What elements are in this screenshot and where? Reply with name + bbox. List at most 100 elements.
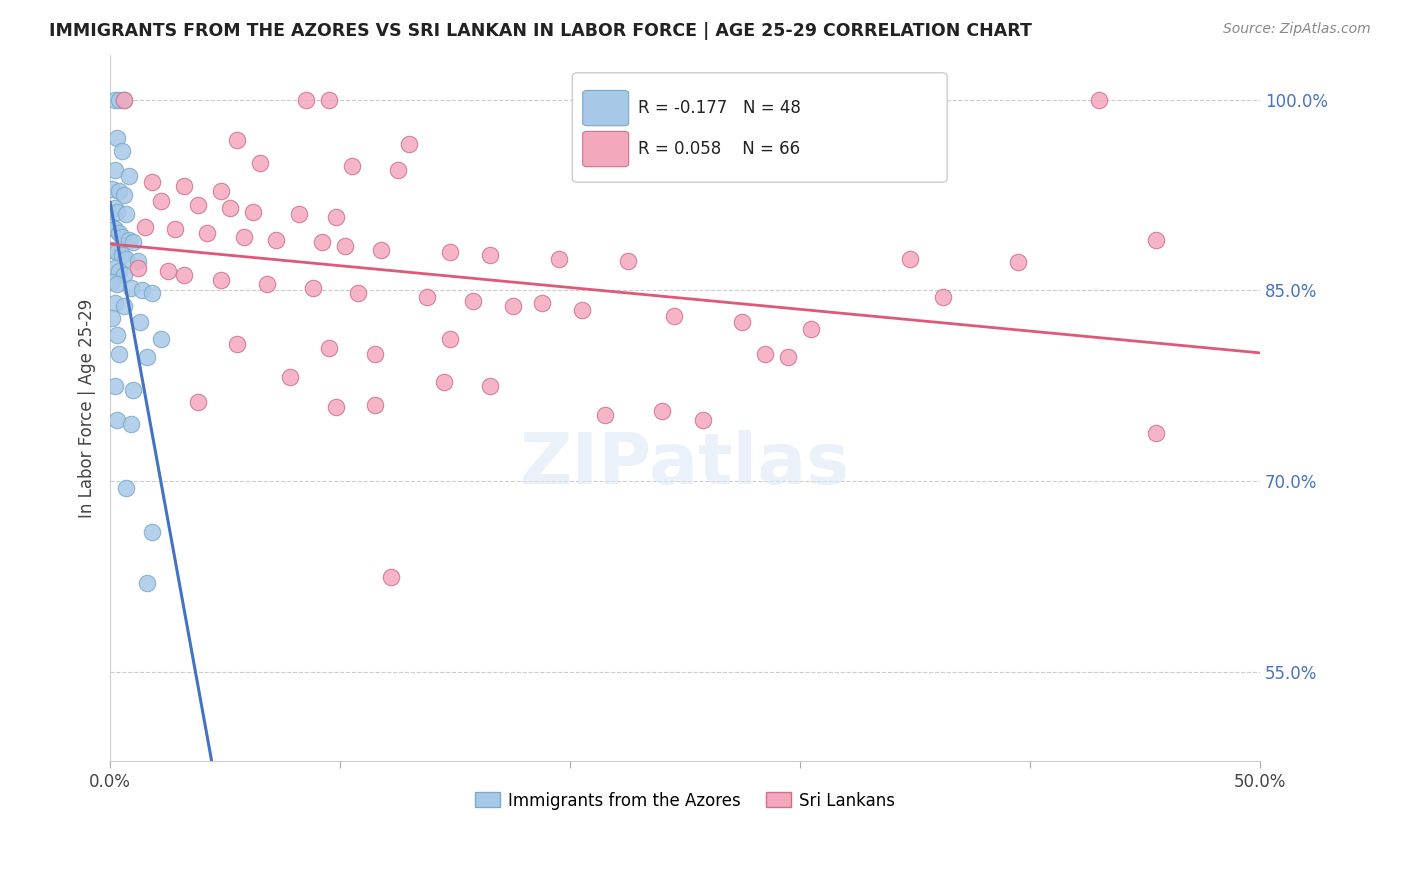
Point	[232, 230, 254, 244]
Text: ZIPatlas: ZIPatlas	[520, 430, 851, 500]
Point	[264, 233, 287, 247]
Point	[398, 137, 420, 152]
Point	[104, 93, 127, 107]
Point	[141, 805, 163, 819]
Point	[287, 207, 309, 221]
Point	[242, 204, 264, 219]
Point	[692, 413, 714, 427]
Point	[547, 252, 569, 266]
Point	[105, 204, 128, 219]
Point	[225, 337, 247, 351]
Point	[105, 245, 128, 260]
Point	[340, 159, 363, 173]
Point	[531, 296, 554, 310]
Point	[105, 413, 128, 427]
Point	[318, 341, 340, 355]
Point	[325, 210, 347, 224]
Point	[104, 162, 127, 177]
Text: IMMIGRANTS FROM THE AZORES VS SRI LANKAN IN LABOR FORCE | AGE 25-29 CORRELATION : IMMIGRANTS FROM THE AZORES VS SRI LANKAN…	[49, 22, 1032, 40]
Point	[439, 245, 461, 260]
Point	[141, 285, 163, 300]
Point	[370, 243, 392, 257]
Point	[1144, 233, 1167, 247]
Text: Source: ZipAtlas.com: Source: ZipAtlas.com	[1223, 22, 1371, 37]
FancyBboxPatch shape	[582, 131, 628, 167]
Point	[186, 395, 208, 409]
Point	[347, 285, 370, 300]
Point	[111, 230, 134, 244]
Point	[249, 156, 271, 170]
Point	[571, 302, 593, 317]
Point	[333, 239, 356, 253]
Point	[209, 273, 232, 287]
Point	[593, 408, 616, 422]
Point	[108, 226, 131, 240]
Point	[478, 248, 501, 262]
Point	[301, 281, 323, 295]
Point	[363, 347, 385, 361]
Point	[127, 260, 149, 275]
Point	[311, 235, 333, 249]
Point	[294, 93, 316, 107]
Point	[616, 254, 638, 268]
Point	[134, 219, 156, 234]
Point	[112, 268, 135, 283]
Point	[141, 175, 163, 189]
Point	[104, 222, 127, 236]
Point	[256, 277, 278, 291]
Point	[225, 133, 247, 147]
Point	[173, 268, 195, 283]
Point	[209, 184, 232, 198]
Point	[432, 375, 454, 389]
Point	[112, 299, 135, 313]
Point	[101, 182, 124, 196]
Point	[478, 379, 501, 393]
Point	[136, 350, 159, 364]
Point	[112, 93, 135, 107]
Point	[120, 417, 142, 431]
Point	[120, 281, 142, 295]
Point	[104, 296, 127, 310]
Y-axis label: In Labor Force | Age 25-29: In Labor Force | Age 25-29	[79, 299, 96, 517]
Point	[218, 201, 240, 215]
Point	[416, 290, 439, 304]
Point	[149, 194, 172, 209]
Point	[117, 233, 139, 247]
Point	[108, 347, 131, 361]
Point	[111, 248, 134, 262]
Point	[463, 293, 485, 308]
Point	[1088, 93, 1111, 107]
Text: R = -0.177   N = 48: R = -0.177 N = 48	[638, 99, 801, 117]
Point	[325, 401, 347, 415]
Point	[115, 207, 138, 221]
FancyBboxPatch shape	[582, 90, 628, 126]
Point	[136, 576, 159, 591]
Point	[108, 264, 131, 278]
Point	[502, 299, 524, 313]
Point	[156, 264, 179, 278]
Point	[105, 277, 128, 291]
Point	[104, 201, 127, 215]
Point	[115, 252, 138, 266]
Point	[651, 404, 673, 418]
Point	[105, 131, 128, 145]
Point	[380, 569, 402, 583]
Point	[101, 219, 124, 234]
Point	[112, 188, 135, 202]
Legend: Immigrants from the Azores, Sri Lankans: Immigrants from the Azores, Sri Lankans	[468, 785, 901, 816]
Point	[122, 235, 145, 249]
Point	[800, 321, 823, 335]
Point	[186, 198, 208, 212]
Point	[108, 184, 131, 198]
Point	[127, 254, 149, 268]
FancyBboxPatch shape	[572, 73, 948, 182]
Point	[104, 379, 127, 393]
Point	[112, 93, 135, 107]
Point	[439, 332, 461, 346]
Point	[117, 169, 139, 183]
Point	[149, 332, 172, 346]
Point	[278, 370, 301, 384]
Point	[173, 179, 195, 194]
Point	[898, 252, 921, 266]
Point	[122, 383, 145, 397]
